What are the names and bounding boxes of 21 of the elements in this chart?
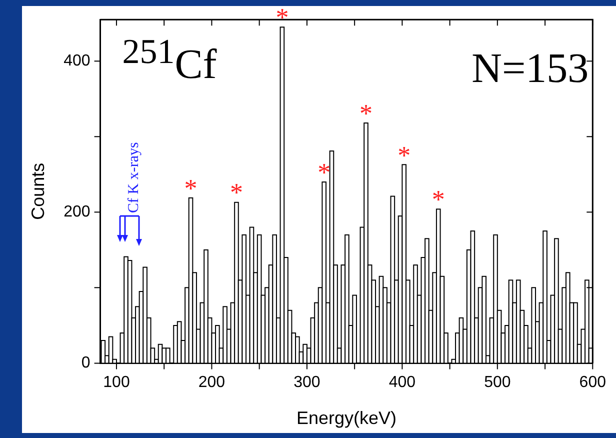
annotation: * [184, 174, 198, 203]
annotation: Cf K x-rays [126, 142, 142, 213]
x-tick-label: 200 [198, 374, 226, 392]
annotation: $^{251}$Cf [122, 32, 217, 88]
y-tick-label: 400 [64, 52, 90, 70]
x-tick-label: 500 [484, 374, 511, 392]
annotation: * [276, 3, 289, 32]
x-tick-label: 600 [579, 374, 606, 392]
x-tick-label: 300 [294, 374, 320, 392]
annotation: * [359, 99, 372, 128]
annotation: * [230, 178, 243, 208]
x-tick-label: 100 [103, 374, 130, 392]
y-tick-label: 0 [81, 354, 90, 372]
y-tick-label: 200 [64, 204, 90, 221]
annotation: * [318, 158, 331, 187]
annotation: N=153 [472, 46, 589, 92]
y-axis-title: Counts [28, 162, 48, 220]
x-tick-label: 400 [388, 374, 416, 392]
annotation: * [398, 140, 411, 170]
x-axis-title: Energy(keV) [296, 408, 396, 428]
annotation: * [432, 185, 445, 214]
